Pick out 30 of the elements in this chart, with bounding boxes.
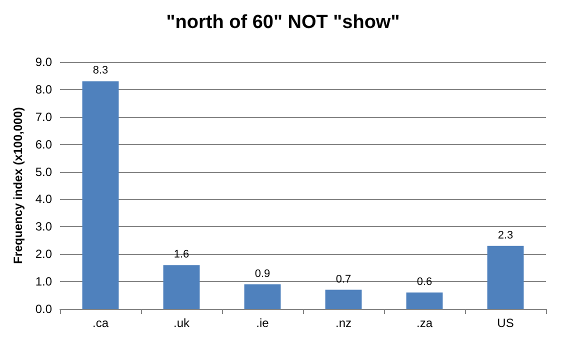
- data-label: 2.3: [498, 229, 514, 242]
- y-tick-label: 3.0: [35, 220, 52, 234]
- y-tick-label: 5.0: [35, 164, 52, 179]
- y-tick-label: 6.0: [35, 137, 52, 152]
- data-label: 0.9: [254, 268, 270, 280]
- x-tick-label: .nz: [335, 316, 352, 330]
- bar: [82, 81, 119, 309]
- y-axis-title: Frequency index (x100,000): [11, 107, 25, 264]
- y-tick-label: 8.0: [35, 82, 52, 96]
- x-tick-label: .ca: [92, 316, 109, 330]
- bar: [487, 246, 524, 309]
- x-tick-label: .ie: [256, 316, 270, 330]
- data-label: 0.6: [416, 276, 432, 288]
- bar: [163, 265, 200, 309]
- y-tick-label: 2.0: [35, 247, 52, 262]
- x-tick-label: .uk: [173, 316, 190, 330]
- bar: [244, 284, 281, 309]
- x-tick-label: US: [497, 316, 514, 330]
- data-label: 1.6: [174, 248, 190, 261]
- y-tick-label: 0.0: [35, 302, 52, 316]
- bar: [406, 292, 443, 309]
- data-label: 0.7: [336, 273, 352, 286]
- data-label: 8.3: [92, 64, 108, 77]
- chart-title: "north of 60" NOT "show": [166, 12, 400, 33]
- bar: [325, 290, 362, 309]
- x-tick-label: .za: [416, 316, 433, 330]
- y-tick-label: 7.0: [35, 110, 52, 124]
- y-tick-label: 9.0: [35, 55, 52, 69]
- y-tick-label: 4.0: [35, 192, 52, 206]
- y-tick-label: 1.0: [35, 274, 52, 289]
